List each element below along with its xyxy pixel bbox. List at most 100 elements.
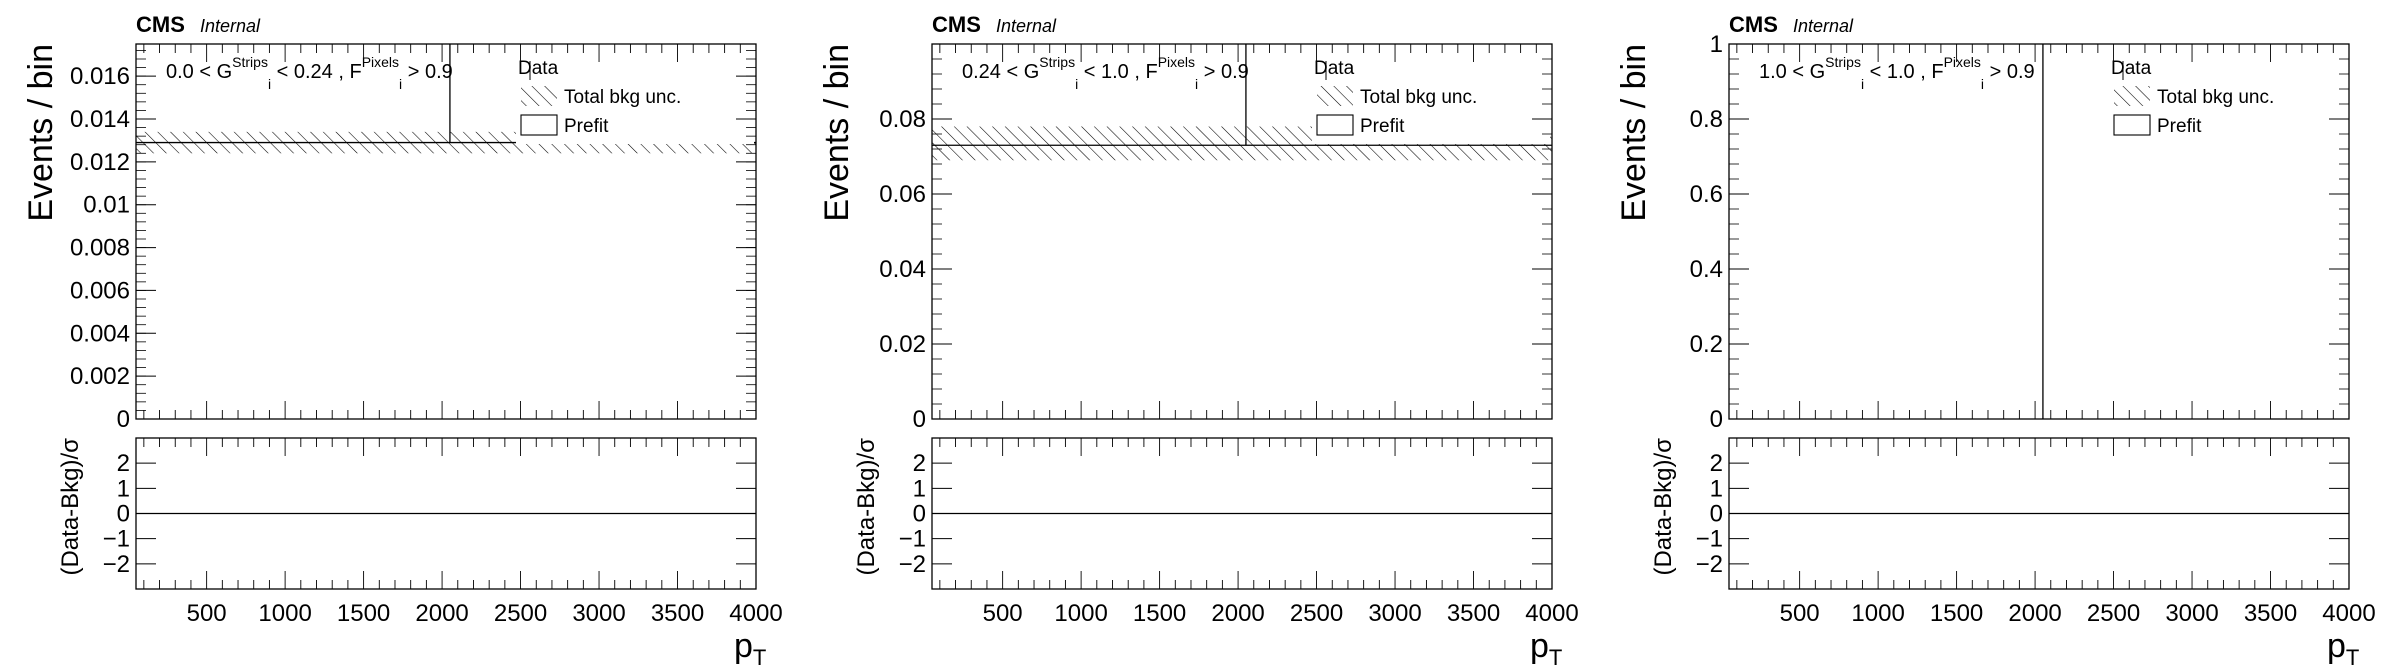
y-tick-label: 0 bbox=[913, 406, 926, 433]
legend-prefit-swatch bbox=[2113, 114, 2151, 136]
region-label-part: i bbox=[1861, 76, 1864, 92]
ratio-y-tick-label: −2 bbox=[899, 551, 926, 578]
x-tick-label: 3000 bbox=[572, 600, 625, 627]
ratio-y-tick-label: −2 bbox=[1696, 551, 1723, 578]
legend-label-prefit: Prefit bbox=[2157, 116, 2202, 137]
y-axis-title: Events / bin bbox=[22, 44, 60, 222]
y-tick-label: 0.008 bbox=[70, 235, 130, 262]
experiment-status-label: Internal bbox=[996, 16, 1057, 36]
legend-hatch-swatch bbox=[2114, 86, 2150, 106]
ratio-y-tick-label: −1 bbox=[103, 526, 130, 553]
x-tick-label: 3000 bbox=[1368, 600, 1421, 627]
region-label-part: Pixels bbox=[1944, 54, 1981, 70]
region-label-part: i bbox=[399, 76, 402, 92]
x-axis-title: pT bbox=[2327, 627, 2359, 670]
y-tick-label: 0.04 bbox=[879, 256, 926, 283]
legend-label-prefit: Prefit bbox=[564, 116, 609, 137]
region-label-part: < 0.24 , F bbox=[271, 61, 362, 83]
legend-hatch-swatch bbox=[1317, 86, 1353, 106]
x-tick-label: 2500 bbox=[494, 600, 547, 627]
region-label-part: i bbox=[1075, 76, 1078, 92]
y-tick-label: 0.8 bbox=[1690, 106, 1723, 133]
y-tick-label: 0.016 bbox=[70, 63, 130, 90]
region-label-part: Strips bbox=[1825, 54, 1861, 70]
legend-label-bkg-unc: Total bkg unc. bbox=[564, 87, 681, 108]
region-label-part: Strips bbox=[232, 54, 268, 70]
region-label-part: < 1.0 , F bbox=[1078, 61, 1157, 83]
region-label: 0.0 < GStripsi < 0.24 , FPixelsi > 0.9 bbox=[166, 54, 453, 92]
ratio-y-axis-title: (Data-Bkg)/σ bbox=[57, 438, 84, 576]
region-label-part: Strips bbox=[1039, 54, 1075, 70]
x-axis-title-subscript: T bbox=[1549, 645, 1562, 670]
legend-label-data: Data bbox=[518, 58, 559, 79]
x-tick-label: 4000 bbox=[729, 600, 782, 627]
region-label: 1.0 < GStripsi < 1.0 , FPixelsi > 0.9 bbox=[1759, 54, 2035, 92]
y-tick-label: 0.4 bbox=[1690, 256, 1723, 283]
main-frame bbox=[1728, 43, 2350, 420]
y-tick-label: 0.6 bbox=[1690, 181, 1723, 208]
x-tick-label: 500 bbox=[187, 600, 227, 627]
y-tick-label: 0.006 bbox=[70, 277, 130, 304]
ratio-y-tick-label: 2 bbox=[913, 450, 926, 477]
y-tick-label: 0.02 bbox=[879, 331, 926, 358]
y-tick-label: 0.014 bbox=[70, 106, 130, 133]
y-tick-label: 0 bbox=[117, 406, 130, 433]
y-tick-label: 0.06 bbox=[879, 181, 926, 208]
x-tick-label: 2500 bbox=[2087, 600, 2140, 627]
ratio-y-tick-label: 1 bbox=[117, 475, 130, 502]
x-tick-label: 1000 bbox=[1054, 600, 1107, 627]
legend-label-prefit: Prefit bbox=[1360, 116, 1405, 137]
y-tick-label: 0 bbox=[1710, 406, 1723, 433]
ratio-y-tick-label: 1 bbox=[1710, 475, 1723, 502]
ratio-y-tick-label: 0 bbox=[1710, 501, 1723, 528]
x-tick-label: 2000 bbox=[415, 600, 468, 627]
region-label-part: 0.0 < G bbox=[166, 61, 232, 83]
x-tick-label: 3500 bbox=[2244, 600, 2297, 627]
x-tick-label: 4000 bbox=[1525, 600, 1578, 627]
region-label-part: > 0.9 bbox=[1198, 61, 1249, 83]
region-label-part: i bbox=[1981, 76, 1984, 92]
legend-label-data: Data bbox=[2111, 58, 2152, 79]
y-tick-label: 1 bbox=[1710, 31, 1723, 58]
x-tick-label: 4000 bbox=[2322, 600, 2375, 627]
legend-prefit-swatch bbox=[520, 114, 558, 136]
x-tick-label: 1500 bbox=[1930, 600, 1983, 627]
region-label-part: > 0.9 bbox=[402, 61, 453, 83]
x-tick-label: 1000 bbox=[1851, 600, 1904, 627]
y-axis-title: Events / bin bbox=[1615, 44, 1653, 222]
region-label-part: > 0.9 bbox=[1984, 61, 2035, 83]
legend-hatch-swatch bbox=[521, 86, 557, 106]
region-label-part: 0.24 < G bbox=[962, 61, 1039, 83]
y-tick-label: 0.01 bbox=[83, 192, 130, 219]
x-axis-title: pT bbox=[1530, 627, 1562, 670]
ratio-y-axis-title: (Data-Bkg)/σ bbox=[853, 438, 880, 576]
x-tick-label: 1000 bbox=[258, 600, 311, 627]
legend-label-bkg-unc: Total bkg unc. bbox=[2157, 87, 2274, 108]
experiment-status-label: Internal bbox=[200, 16, 261, 36]
x-tick-label: 500 bbox=[1780, 600, 1820, 627]
ratio-y-tick-label: 0 bbox=[913, 501, 926, 528]
x-axis-title: pT bbox=[734, 627, 766, 670]
experiment-label: CMS bbox=[1729, 12, 1778, 37]
legend-label-data: Data bbox=[1314, 58, 1355, 79]
ratio-y-axis-title: (Data-Bkg)/σ bbox=[1650, 438, 1677, 576]
y-tick-label: 0.002 bbox=[70, 363, 130, 390]
region-label: 0.24 < GStripsi < 1.0 , FPixelsi > 0.9 bbox=[962, 54, 1249, 92]
x-axis-title-subscript: T bbox=[2346, 645, 2359, 670]
x-tick-label: 500 bbox=[983, 600, 1023, 627]
region-label-part: Pixels bbox=[362, 54, 399, 70]
x-tick-label: 1500 bbox=[1133, 600, 1186, 627]
ratio-y-tick-label: −1 bbox=[1696, 526, 1723, 553]
y-tick-label: 0.004 bbox=[70, 320, 130, 347]
x-axis-title-subscript: T bbox=[753, 645, 766, 670]
ratio-y-tick-label: 2 bbox=[1710, 450, 1723, 477]
ratio-y-tick-label: 2 bbox=[117, 450, 130, 477]
y-tick-label: 0.08 bbox=[879, 106, 926, 133]
ratio-y-tick-label: 0 bbox=[117, 501, 130, 528]
legend-label-bkg-unc: Total bkg unc. bbox=[1360, 87, 1477, 108]
region-label-part: i bbox=[1195, 76, 1198, 92]
ratio-y-tick-label: −1 bbox=[899, 526, 926, 553]
